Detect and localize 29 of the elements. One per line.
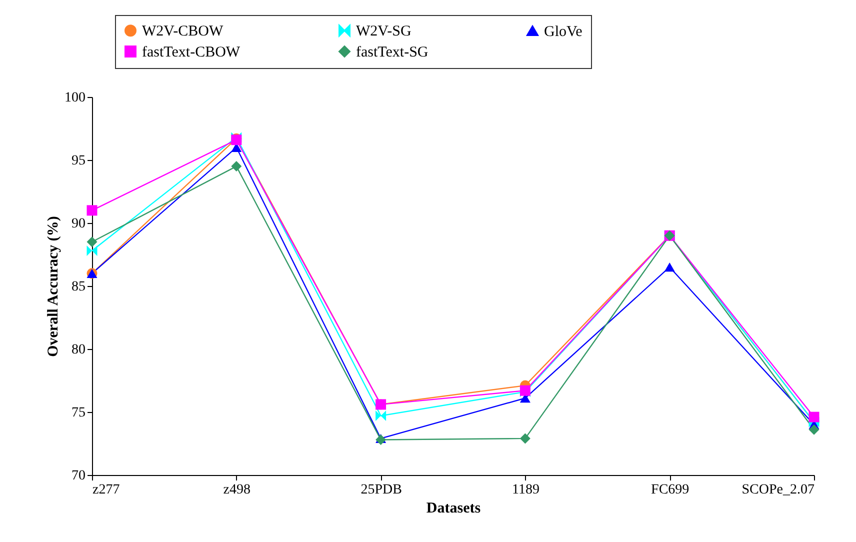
y-tick-label: 80 (72, 342, 86, 358)
x-tick-label: SCOPe_2.07 (742, 482, 814, 498)
point (520, 433, 530, 444)
point (808, 412, 820, 422)
point (231, 161, 242, 172)
point (86, 205, 98, 216)
point (664, 262, 675, 272)
x-axis-title: Datasets (426, 500, 481, 516)
y-tick-label: 85 (72, 280, 86, 294)
x-tick-label: FC699 (651, 482, 690, 498)
x-tick-label: z277 (92, 482, 120, 498)
y-axis-title: Overall Accuracy (%) (46, 216, 62, 357)
x-tick-label: 1189 (512, 482, 540, 498)
y-tick-label: 75 (72, 406, 86, 420)
x-tick-label: 25PDB (360, 482, 402, 498)
point (376, 410, 386, 422)
legend-label: W2V-SG (356, 24, 412, 40)
y-tick-label: 100 (64, 90, 86, 106)
y-tick-label: 70 (72, 468, 86, 484)
y-tick-label: 95 (72, 154, 86, 168)
point (86, 236, 98, 248)
x-tick-label: z498 (223, 482, 251, 498)
legend-label: GloVe (544, 24, 583, 40)
legend-label: fastText-CBOW (142, 44, 241, 60)
point (86, 245, 98, 256)
y-tick-label: 90 (72, 216, 86, 232)
point (808, 424, 820, 435)
legend-label: W2V-CBOW (142, 24, 224, 40)
legend-label: fastText-SG (356, 44, 428, 60)
